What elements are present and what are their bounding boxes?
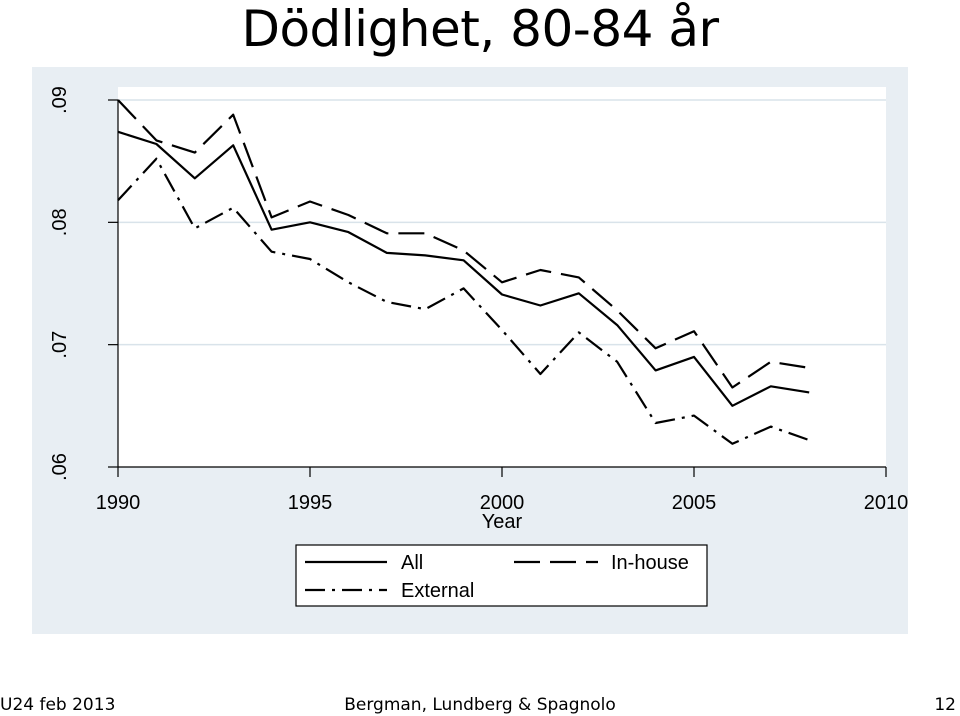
series-line-external: [117, 157, 810, 445]
slide-title: Dödlighet, 80-84 år: [241, 0, 719, 58]
legend-label: External: [401, 580, 474, 602]
footer-date: U24 feb 2013: [0, 695, 116, 715]
y-tick-label: .09: [49, 86, 71, 114]
x-tick-label: 2000: [480, 492, 525, 514]
x-axis-title: Year: [482, 511, 523, 533]
legend-label: In-house: [611, 552, 689, 574]
series-line-all: [117, 130, 810, 407]
legend: All In-house External: [295, 544, 708, 607]
y-tick-label: .07: [49, 331, 71, 359]
x-tick-label: 2005: [672, 492, 717, 514]
axes: .06 .07 .08 .09 1990 1995 2000 2005 2010: [49, 86, 908, 514]
series-line-in-house: [117, 99, 810, 389]
y-tick-label: .06: [49, 453, 71, 481]
footer-authors: Bergman, Lundberg & Spagnolo: [344, 695, 616, 715]
legend-box: [295, 544, 708, 607]
series-lines: [117, 99, 810, 445]
x-tick-label: 1995: [288, 492, 333, 514]
legend-label: All: [401, 552, 423, 574]
x-tick-label: 2010: [864, 492, 909, 514]
x-tick-label: 1990: [96, 492, 141, 514]
page-number: 12: [934, 695, 956, 715]
plot-area: [118, 87, 886, 467]
y-tick-label: .08: [49, 208, 71, 236]
